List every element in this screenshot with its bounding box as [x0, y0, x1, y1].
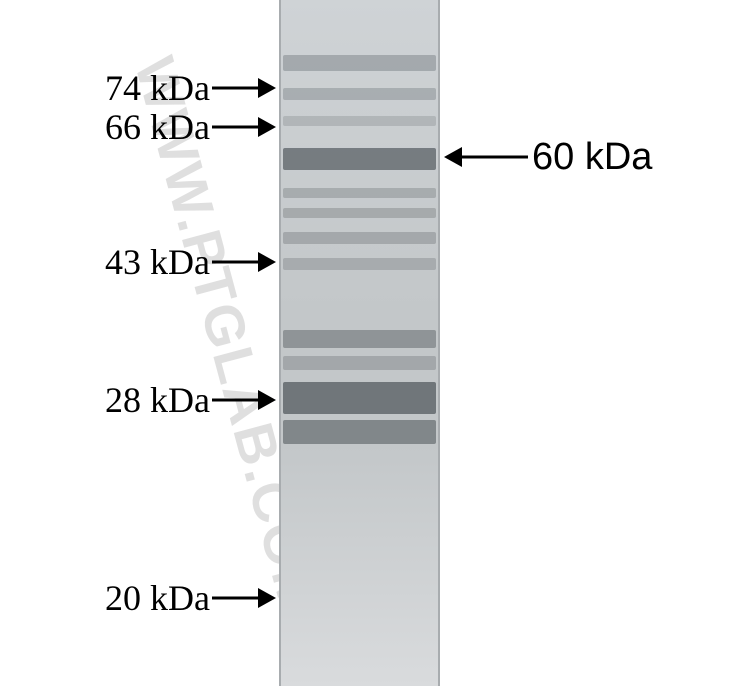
gel-band	[283, 330, 436, 348]
gel-band	[283, 55, 436, 71]
mw-marker-label-left: 66 kDa	[105, 109, 210, 145]
mw-marker-label-left: 74 kDa	[105, 70, 210, 106]
gel-lane	[279, 0, 440, 686]
gel-band	[283, 232, 436, 244]
arrow-right-icon	[212, 388, 276, 412]
mw-marker-label-left: 20 kDa	[105, 580, 210, 616]
mw-marker-label-left: 43 kDa	[105, 244, 210, 280]
gel-band	[283, 258, 436, 270]
arrow-right-icon	[212, 115, 276, 139]
gel-band	[283, 208, 436, 218]
gel-band	[283, 356, 436, 370]
mw-marker-label-right: 60 kDa	[532, 138, 652, 176]
gel-band	[283, 88, 436, 100]
lane-edge-left	[279, 0, 281, 686]
gel-band	[283, 188, 436, 198]
gel-band	[283, 420, 436, 444]
gel-band	[283, 382, 436, 414]
gel-band	[283, 148, 436, 170]
arrow-right-icon	[212, 586, 276, 610]
gel-band	[283, 116, 436, 126]
lane-edge-right	[438, 0, 440, 686]
mw-marker-label-left: 28 kDa	[105, 382, 210, 418]
arrow-left-icon	[444, 145, 528, 169]
arrow-right-icon	[212, 76, 276, 100]
arrow-right-icon	[212, 250, 276, 274]
